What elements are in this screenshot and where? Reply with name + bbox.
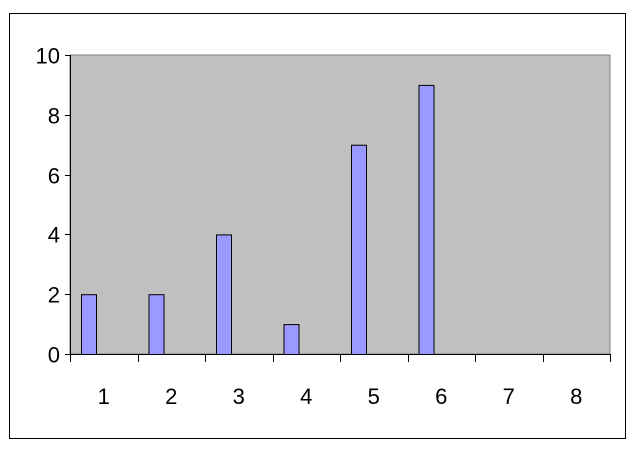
bar-5: [351, 144, 367, 355]
x-tick-label: 5: [368, 384, 380, 409]
y-tick-label: 2: [48, 283, 60, 308]
y-tick-label: 0: [48, 343, 60, 368]
bar-2: [148, 294, 165, 356]
bar-3: [216, 234, 232, 355]
x-tick-label: 2: [165, 384, 177, 409]
x-tick-label: 1: [98, 384, 110, 409]
y-tick-label: 10: [36, 44, 60, 69]
bar-6: [418, 84, 435, 356]
x-tick-label: 7: [503, 384, 515, 409]
bar-4: [283, 324, 300, 356]
x-tick-label: 3: [233, 384, 245, 409]
y-tick-label: 6: [48, 164, 60, 189]
bar-1: [81, 294, 97, 356]
y-tick-label: 8: [48, 104, 60, 129]
x-tick-label: 8: [570, 384, 582, 409]
y-tick-label: 4: [48, 223, 60, 248]
x-tick-label: 4: [300, 384, 312, 409]
x-tick-label: 6: [435, 384, 447, 409]
